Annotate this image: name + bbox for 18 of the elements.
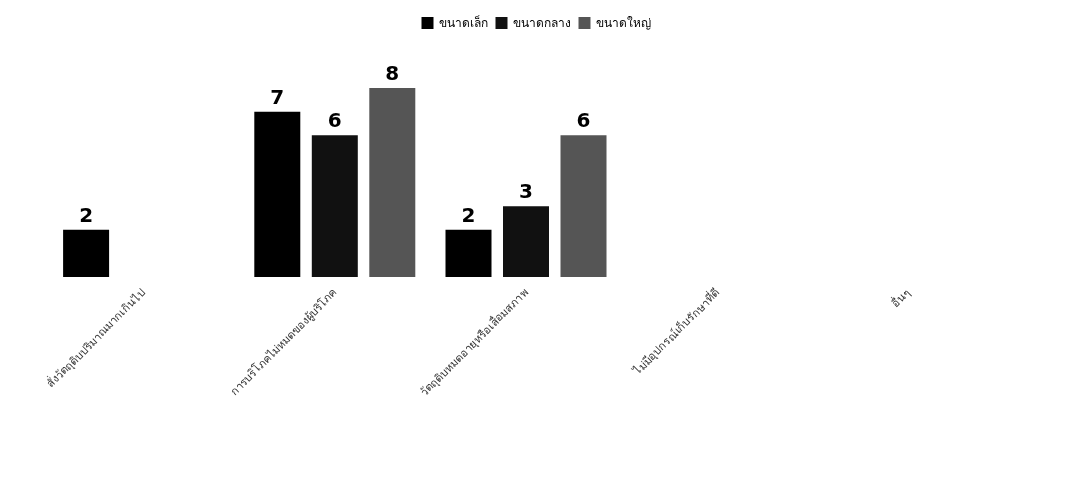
legend-label: ขนาดกลาง — [512, 16, 571, 30]
bar — [311, 135, 358, 277]
data-label: 7 — [270, 84, 285, 109]
data-label: 8 — [385, 61, 400, 85]
data-label: 2 — [461, 202, 476, 227]
x-tick-label: อื่นๆ — [887, 284, 913, 311]
bar — [369, 88, 416, 277]
bar — [560, 135, 607, 277]
legend-label: ขนาดเล็ก — [438, 15, 488, 30]
bar — [63, 229, 110, 277]
data-label: 6 — [576, 108, 591, 133]
bar — [445, 229, 492, 277]
data-label: 6 — [327, 108, 342, 133]
data-label: 3 — [519, 179, 533, 204]
data-label: 2 — [79, 202, 94, 227]
bar — [254, 111, 301, 277]
bar — [503, 206, 549, 277]
legend-label: ขนาดใหญ่ — [595, 16, 651, 30]
